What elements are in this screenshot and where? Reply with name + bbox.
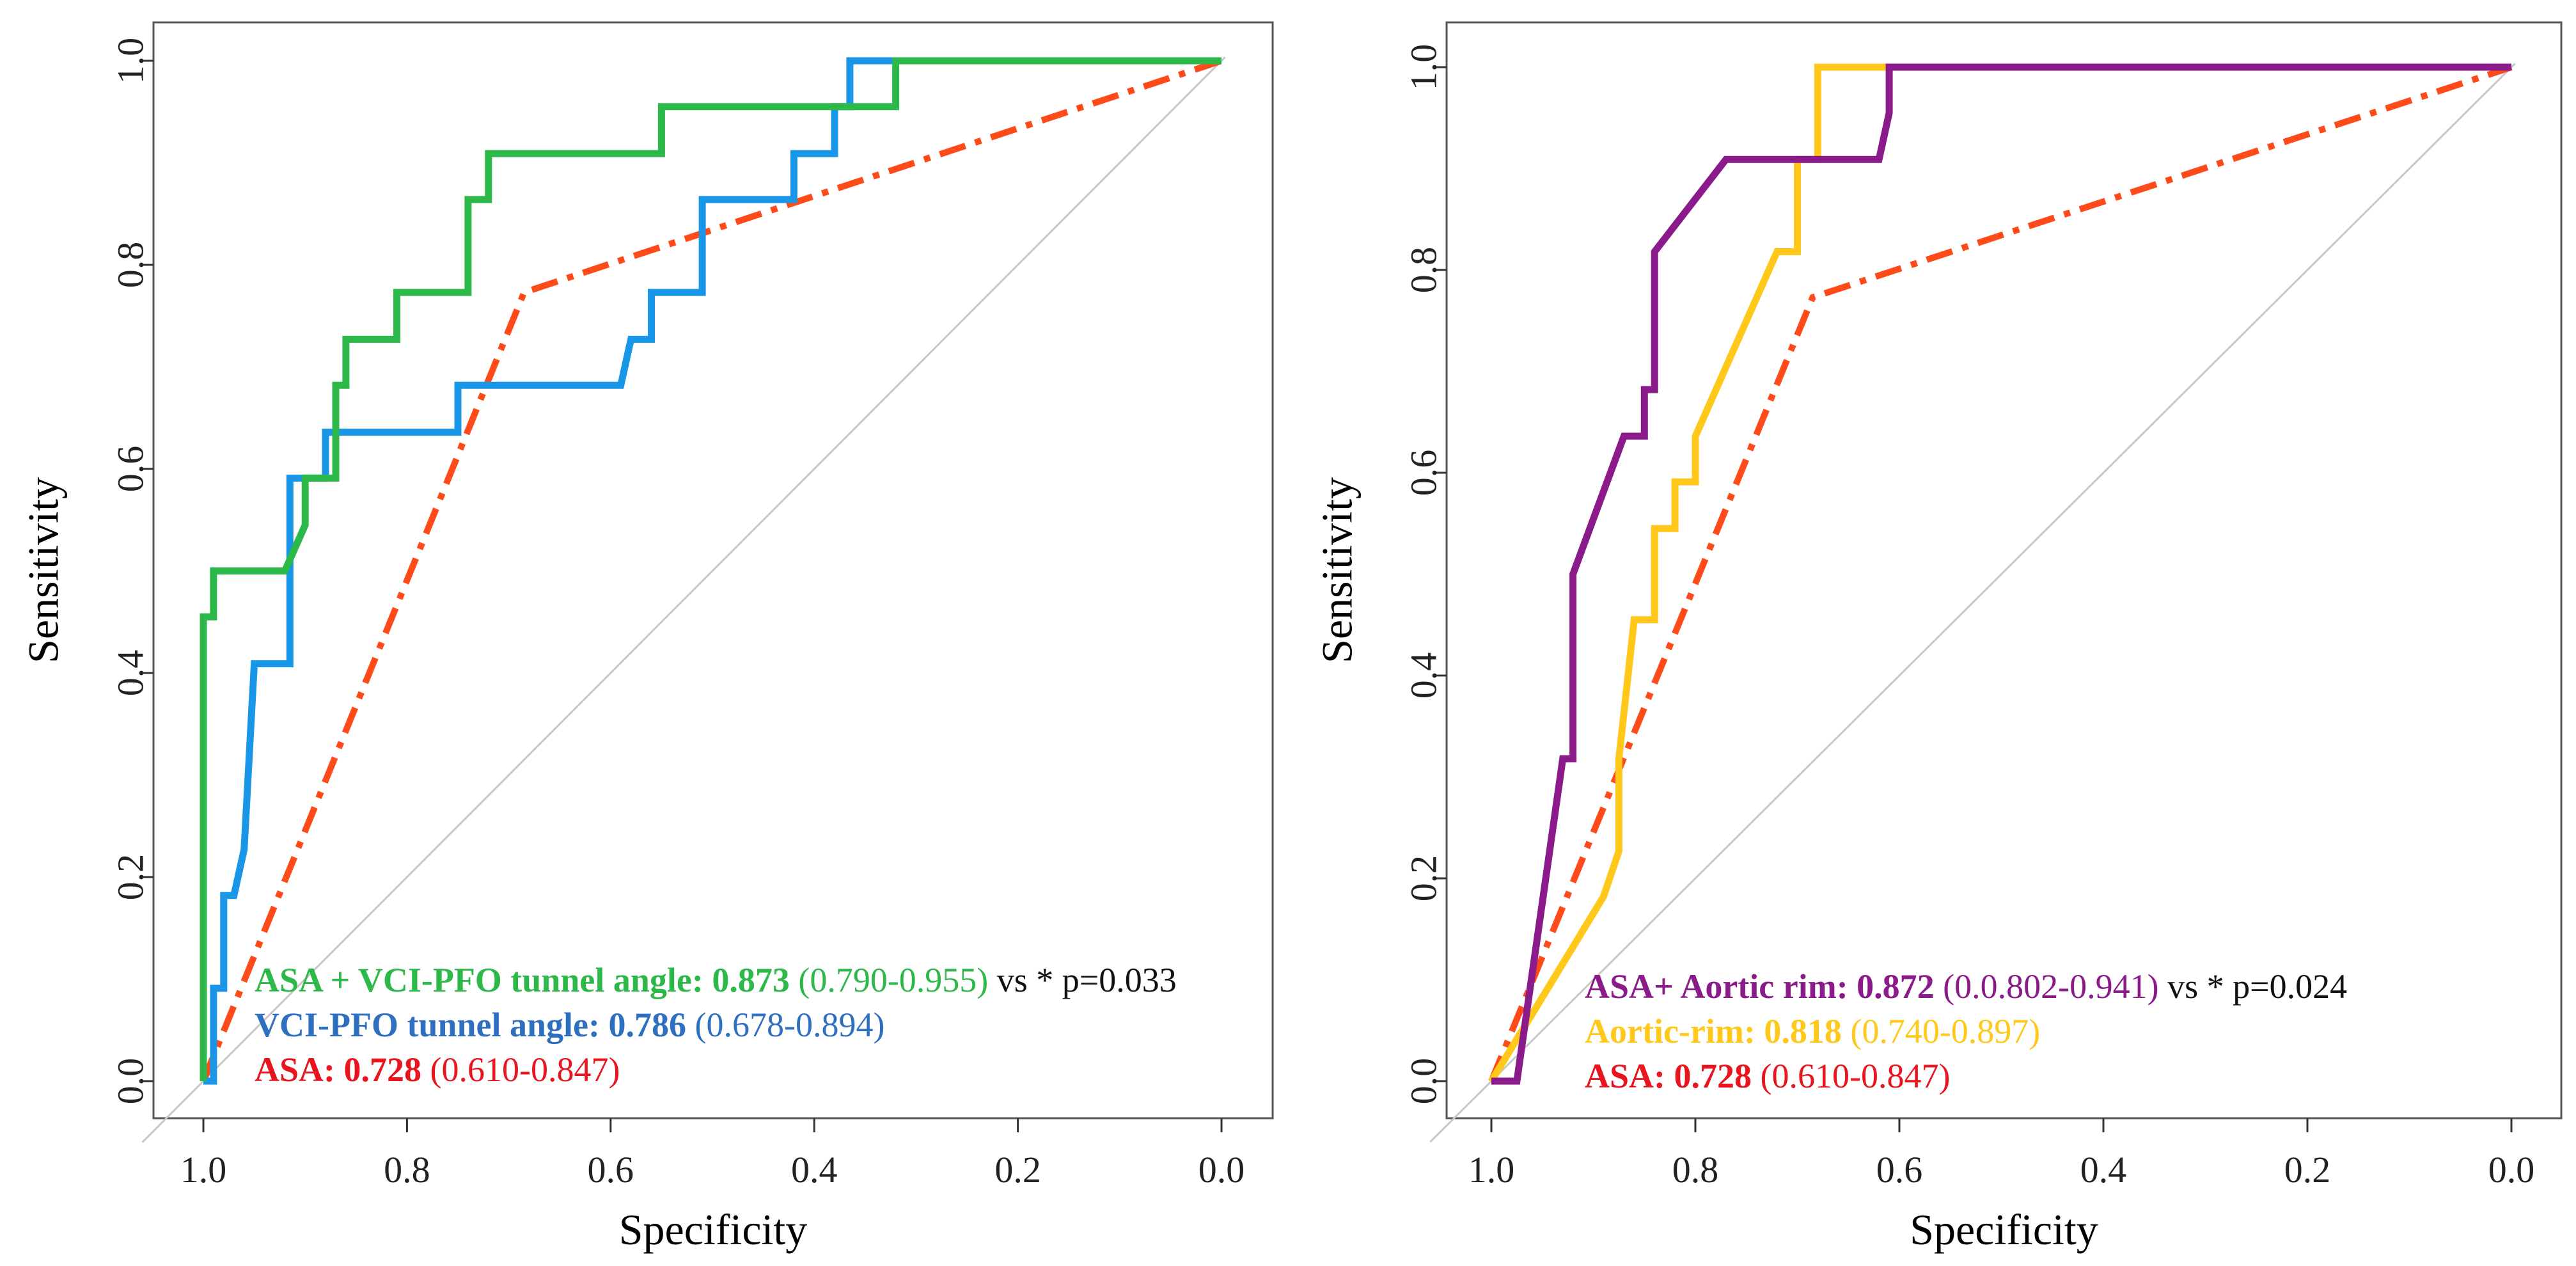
legend-ci: (0.740-0.897)	[1842, 1012, 2040, 1050]
y-tick-label: 0.0	[109, 1058, 151, 1105]
legend-ci: (0.678-0.894)	[686, 1006, 884, 1044]
y-tick-label: 0.8	[1402, 247, 1444, 294]
legend-auc: 0.728	[344, 1050, 422, 1089]
legend-name: ASA:	[1585, 1057, 1674, 1095]
roc-panel-right: 1.0 0.8 0.6 0.4 0.2 0.0 0.0 0.2 0.4 0.6 0.8 1.0 Spec…	[1313, 21, 2563, 1254]
legend-ci: (0.0.802-0.941)	[1935, 967, 2159, 1006]
legend-comparison: vs * p=0.033	[988, 961, 1176, 999]
legend-auc: 0.873	[712, 961, 790, 999]
legend-auc: 0.728	[1674, 1057, 1752, 1095]
legend-auc: 0.872	[1857, 967, 1935, 1006]
x-axis-title: Specificity	[619, 1205, 808, 1254]
y-tick-label: 0.2	[1402, 855, 1444, 902]
legend-comparison: vs * p=0.024	[2159, 967, 2347, 1006]
legend-entry: ASA: 0.728 (0.610-0.847)	[1585, 1057, 1950, 1095]
legend-ci: (0.610-0.847)	[1752, 1057, 1950, 1095]
y-tick-label: 0.4	[109, 650, 151, 697]
y-tick-label: 0.6	[109, 446, 151, 493]
y-axis-title: Sensitivity	[19, 477, 68, 663]
y-tick-label: 1.0	[1402, 44, 1444, 91]
x-tick-label: 1.0	[180, 1149, 227, 1191]
roc-curve-asa-vci-pfo-tunnel-angle	[200, 57, 1221, 1081]
chance-diagonal	[1429, 63, 2516, 1143]
chance-diagonal	[141, 56, 1226, 1143]
y-tick-label: 1.0	[109, 38, 151, 84]
roc-curve-asa	[200, 58, 1223, 1082]
roc-curve-asa-aortic-rim	[1491, 63, 2511, 1085]
x-tick-label: 0.4	[791, 1149, 838, 1191]
legend-name: Aortic-rim:	[1585, 1012, 1764, 1050]
roc-curve-asa	[1488, 64, 2513, 1082]
y-tick-label: 0.6	[1402, 450, 1444, 496]
y-axis-title: Sensitivity	[1313, 477, 1362, 663]
y-tick-label: 0.4	[1402, 653, 1444, 699]
roc-curve-aortic-rim	[1488, 63, 2511, 1083]
x-tick-label: 0.0	[1198, 1149, 1245, 1191]
x-tick-label: 0.6	[1876, 1149, 1923, 1191]
x-tick-label: 0.0	[2488, 1149, 2535, 1191]
legend-name: ASA+ Aortic rim:	[1585, 967, 1857, 1006]
y-tick-label: 0.8	[109, 242, 151, 289]
x-tick-label: 1.0	[1468, 1149, 1515, 1191]
plot-frame	[152, 21, 1274, 1120]
legend-name: VCI-PFO tunnel angle:	[255, 1006, 609, 1044]
y-tick-label: 0.0	[1402, 1058, 1444, 1105]
x-tick-label: 0.2	[994, 1149, 1041, 1191]
roc-panel-left: 1.0 0.8 0.6 0.4 0.2 0.0 0.0 0.2 0.4 0.6 0.8 1.0 Spec…	[19, 21, 1274, 1254]
roc-curve-vci-pfo-tunnel-angle	[203, 57, 1221, 1085]
legend-name: ASA:	[255, 1050, 344, 1089]
y-tick-label: 0.2	[109, 854, 151, 901]
x-tick-label: 0.8	[384, 1149, 430, 1191]
x-tick-label: 0.2	[2284, 1149, 2331, 1191]
legend-auc: 0.818	[1764, 1012, 1842, 1050]
legend-entry: ASA + VCI-PFO tunnel angle: 0.873 (0.790…	[255, 961, 1177, 999]
legend-entry: ASA+ Aortic rim: 0.872 (0.0.802-0.941) v…	[1585, 967, 2347, 1006]
legend-entry: Aortic-rim: 0.818 (0.740-0.897)	[1585, 1012, 2040, 1050]
plot-frame	[1445, 21, 2563, 1120]
x-tick-label: 0.8	[1672, 1149, 1719, 1191]
legend-entry: VCI-PFO tunnel angle: 0.786 (0.678-0.894…	[255, 1006, 884, 1044]
legend-name: ASA + VCI-PFO tunnel angle:	[255, 961, 712, 999]
x-tick-label: 0.4	[2080, 1149, 2127, 1191]
x-axis-title: Specificity	[1910, 1205, 2098, 1254]
legend-entry: ASA: 0.728 (0.610-0.847)	[255, 1050, 620, 1089]
legend-ci: (0.610-0.847)	[421, 1050, 620, 1089]
x-tick-label: 0.6	[588, 1149, 634, 1191]
legend-auc: 0.786	[609, 1006, 687, 1044]
legend-ci: (0.790-0.955)	[790, 961, 988, 999]
